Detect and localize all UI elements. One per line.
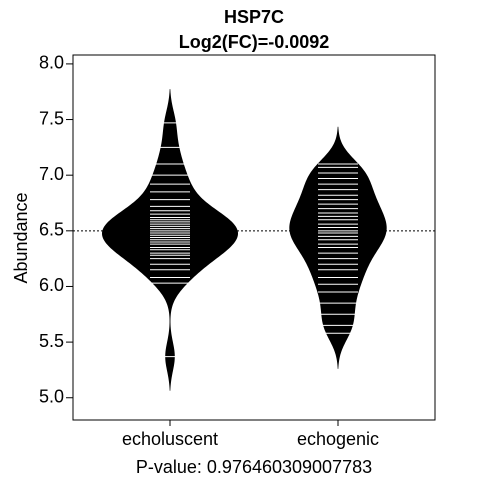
y-axis-label: Abundance xyxy=(11,192,31,283)
chart-title: HSP7C xyxy=(224,7,284,27)
x-axis-label: P-value: 0.976460309007783 xyxy=(136,457,372,477)
y-tick-label: 6.0 xyxy=(39,275,64,295)
y-tick-label: 5.5 xyxy=(39,331,64,351)
chart-subtitle: Log2(FC)=-0.0092 xyxy=(179,32,330,52)
y-tick-label: 8.0 xyxy=(39,53,64,73)
y-tick-label: 5.0 xyxy=(39,386,64,406)
plot-frame xyxy=(72,54,436,421)
y-tick-label: 7.0 xyxy=(39,164,64,184)
x-tick-label: echogenic xyxy=(297,429,379,449)
y-tick-label: 7.5 xyxy=(39,108,64,128)
y-tick-label: 6.5 xyxy=(39,220,64,240)
x-tick-label: echoluscent xyxy=(122,429,218,449)
